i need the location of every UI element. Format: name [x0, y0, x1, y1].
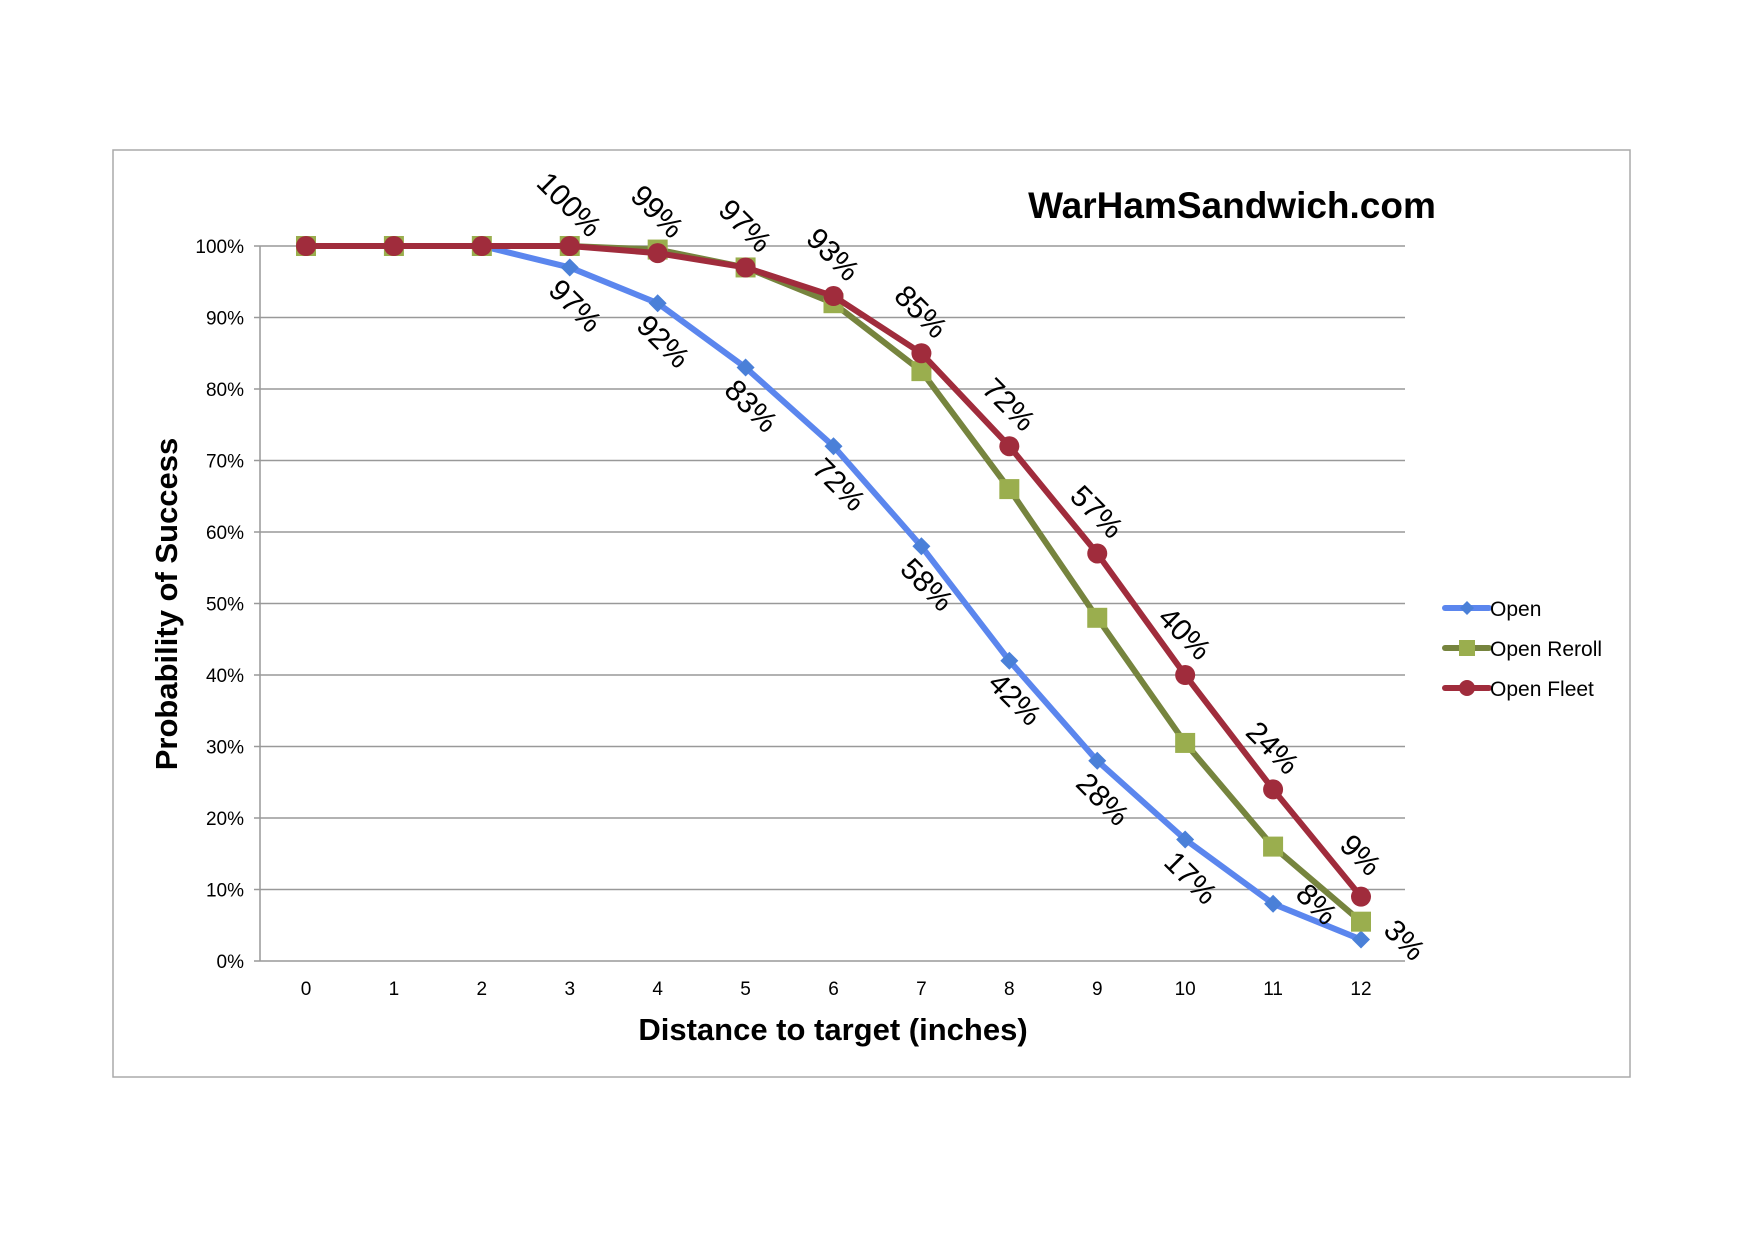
y-tick-label: 50% — [206, 595, 244, 616]
y-tick-label: 20% — [206, 809, 244, 830]
data-point-marker — [1264, 894, 1283, 913]
data-point-marker — [1175, 665, 1196, 685]
legend-marker — [1459, 680, 1475, 696]
data-point-marker — [1351, 911, 1371, 932]
data-point-marker — [471, 236, 492, 256]
x-tick-label: 12 — [1350, 979, 1371, 1000]
x-tick-label: 3 — [564, 979, 575, 1000]
data-point-marker — [1263, 836, 1284, 857]
data-point-marker — [1088, 751, 1107, 770]
data-point-marker — [824, 437, 843, 456]
data-point-marker — [648, 294, 667, 313]
legend-label: Open Fleet — [1490, 678, 1594, 701]
data-point-marker — [1087, 543, 1108, 564]
data-point-marker — [735, 257, 756, 278]
data-point-marker — [1000, 651, 1019, 670]
data-point-marker — [647, 243, 668, 264]
y-tick-label: 80% — [206, 380, 244, 401]
legend-label: Open Reroll — [1490, 638, 1602, 661]
y-tick-label: 100% — [195, 237, 244, 258]
data-point-marker — [736, 358, 755, 377]
y-tick-label: 70% — [206, 452, 244, 473]
x-tick-label: 5 — [740, 979, 751, 1000]
data-point-marker — [999, 436, 1020, 457]
y-tick-label: 40% — [206, 666, 244, 687]
x-tick-label: 10 — [1175, 979, 1196, 1000]
x-tick-label: 7 — [916, 979, 927, 1000]
legend: Open Open Reroll Open Fleet — [1442, 598, 1602, 701]
data-point-marker — [911, 361, 932, 382]
x-tick-label: 8 — [1004, 979, 1015, 1000]
data-point-marker — [1087, 607, 1108, 628]
data-point-marker — [999, 479, 1020, 500]
data-point-marker — [1351, 886, 1371, 907]
legend-marker — [1459, 640, 1475, 656]
data-point-marker — [823, 286, 844, 307]
x-tick-label: 1 — [389, 979, 400, 1000]
y-tick-label: 10% — [206, 881, 244, 902]
data-point-marker — [559, 236, 580, 256]
x-tick-label: 11 — [1263, 979, 1283, 1000]
data-point-marker — [1352, 930, 1370, 949]
x-tick-label: 9 — [1092, 979, 1103, 1000]
x-tick-label: 0 — [301, 979, 312, 1000]
data-point-marker — [296, 236, 316, 256]
y-tick-label: 60% — [206, 523, 244, 544]
x-tick-label: 2 — [477, 979, 488, 1000]
data-point-marker — [1263, 779, 1284, 800]
data-point-marker — [912, 537, 931, 556]
data-point-marker — [1175, 732, 1196, 753]
chart-title: WarHamSandwich.com — [1028, 185, 1436, 226]
data-point-marker — [1176, 830, 1195, 849]
chart-frame — [112, 149, 1631, 1078]
data-point-marker — [383, 236, 404, 256]
y-tick-label: 0% — [217, 952, 245, 973]
legend-label: Open — [1490, 598, 1541, 621]
x-tick-label: 6 — [828, 979, 839, 1000]
legend-marker — [1460, 601, 1474, 615]
data-point-marker — [560, 258, 579, 277]
x-axis-label: Distance to target (inches) — [638, 1012, 1027, 1047]
x-tick-label: 4 — [652, 979, 663, 1000]
y-axis-label: Probability of Success — [149, 438, 184, 771]
y-tick-label: 30% — [206, 738, 244, 759]
y-tick-label: 90% — [206, 309, 244, 330]
data-point-marker — [911, 343, 932, 364]
